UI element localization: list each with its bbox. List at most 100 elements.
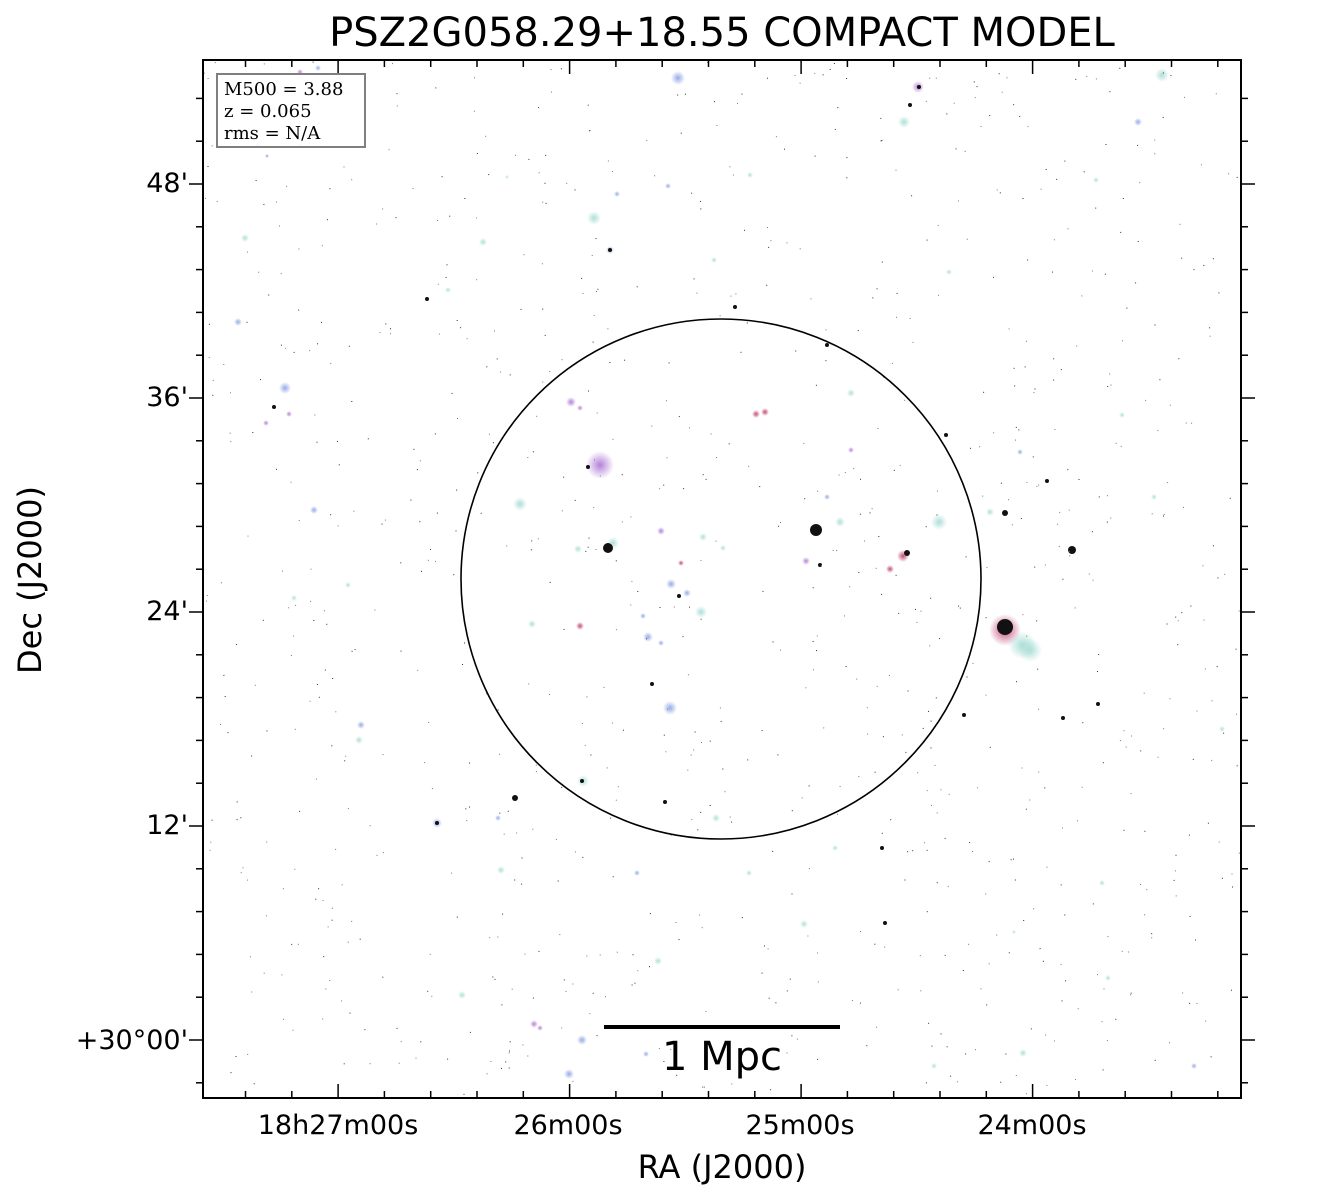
radio-source (1099, 880, 1105, 886)
radio-source (1017, 449, 1023, 455)
radio-source (310, 506, 318, 514)
radio-source (835, 517, 845, 527)
radio-source (712, 814, 720, 822)
radio-source-core (677, 594, 681, 598)
radio-source (576, 622, 584, 630)
radio-source-core (1068, 546, 1076, 554)
radio-source-core (1096, 702, 1100, 706)
radio-source (345, 582, 351, 588)
info-box: M500 = 3.88 z = 0.065 rms = N/A (216, 73, 366, 148)
radio-source (847, 389, 855, 397)
y-tick-label-36: 36' (146, 382, 188, 413)
radio-source (1012, 930, 1016, 934)
radio-source (683, 589, 691, 597)
radio-source-core (512, 795, 518, 801)
radio-source (654, 957, 662, 965)
radio-source (699, 533, 707, 541)
radio-source (241, 234, 249, 242)
radio-source-core (944, 433, 948, 437)
radio-source (643, 632, 653, 642)
radio-source (665, 183, 671, 189)
radio-source (505, 175, 509, 179)
radio-source-core (917, 85, 921, 89)
radio-source (458, 991, 466, 999)
radio-source-core (883, 921, 887, 925)
radio-source-core (650, 682, 654, 686)
radio-source (1219, 726, 1225, 732)
radio-source (479, 238, 487, 246)
plot-frame (202, 59, 1242, 1099)
radio-source-core (962, 713, 966, 717)
axis-ticks (189, 60, 1255, 1098)
radio-source (752, 410, 760, 418)
radio-source-core (733, 305, 737, 309)
radio-source (643, 1051, 649, 1057)
radio-sources (203, 61, 1241, 1095)
radio-source-core (435, 821, 439, 825)
radio-source-core (425, 297, 429, 301)
radio-source-core (880, 846, 884, 850)
radio-source (761, 408, 769, 416)
radio-source (1134, 118, 1142, 126)
radio-source-core (580, 779, 584, 783)
radio-source (291, 595, 297, 601)
radio-source (537, 1025, 543, 1031)
radio-source (1155, 68, 1169, 82)
y-tick-label-48: 48' (146, 168, 188, 199)
radio-source (234, 318, 242, 326)
radio-source (747, 172, 753, 178)
radio-source-core (603, 543, 613, 553)
radio-source (640, 613, 646, 619)
radio-source-core (1061, 716, 1065, 720)
radio-source (614, 191, 620, 197)
radio-source (898, 116, 910, 128)
radio-source (832, 845, 838, 851)
radio-source (671, 71, 685, 85)
radio-source (800, 920, 808, 928)
radio-source-core (586, 465, 590, 469)
radio-source (1191, 1063, 1197, 1069)
radio-source (824, 494, 830, 500)
radio-source (577, 405, 583, 411)
figure-title: PSZ2G058.29+18.55 COMPACT MODEL (329, 10, 1115, 56)
radio-source-core (272, 405, 276, 409)
radio-source (315, 65, 321, 71)
x-tick-label-25m: 25m00s (745, 1110, 855, 1141)
radio-source-core (908, 103, 912, 107)
cluster-r500-circle (460, 318, 982, 840)
radio-source-core (1045, 479, 1049, 483)
x-axis-label: RA (J2000) (637, 1148, 807, 1186)
y-tick-label-00: +30°00' (75, 1025, 188, 1056)
radio-source (1119, 412, 1125, 418)
radio-source (1018, 638, 1042, 662)
radio-source-core (810, 524, 822, 536)
y-axis-label: Dec (J2000) (11, 486, 49, 674)
y-tick-label-12: 12' (146, 810, 188, 841)
radio-source (445, 287, 451, 293)
radio-source (711, 257, 717, 263)
radio-source-core (997, 619, 1013, 635)
radio-source (357, 721, 365, 729)
info-line-rms: rms = N/A (224, 123, 321, 144)
radio-source (577, 1035, 587, 1045)
radio-source (746, 870, 752, 876)
x-tick-label-24m: 24m00s (977, 1110, 1087, 1141)
radio-source (279, 382, 291, 394)
radio-source-core (608, 248, 612, 252)
radio-source (574, 545, 582, 553)
radio-source (695, 606, 707, 618)
radio-source-core (1002, 510, 1008, 516)
radio-source (886, 565, 894, 573)
radio-source (658, 640, 664, 646)
x-tick-label-27m: 18h27m00s (257, 1110, 419, 1141)
radio-source (802, 557, 810, 565)
radio-source (265, 154, 269, 158)
radio-source-core (904, 550, 910, 556)
radio-source (263, 420, 269, 426)
radio-source (566, 397, 576, 407)
radio-source (1151, 494, 1157, 500)
radio-source (513, 497, 527, 511)
radio-source-core (663, 800, 667, 804)
radio-source (946, 269, 952, 275)
